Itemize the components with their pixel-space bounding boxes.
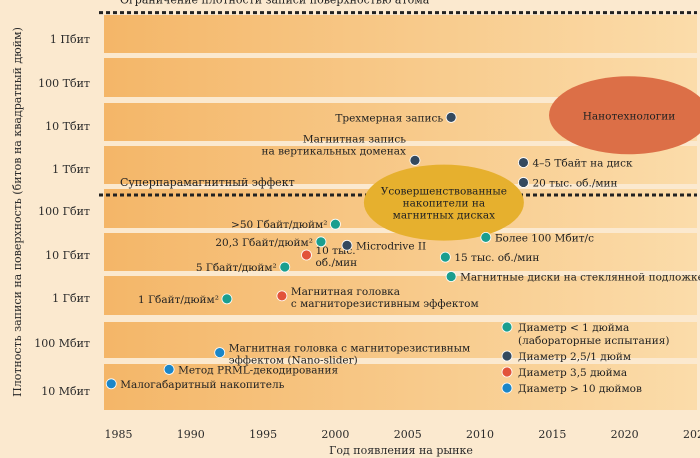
point-label: 15 тыс. об./мин xyxy=(454,252,539,264)
point-label: 20 тыс. об./мин xyxy=(532,177,617,189)
legend-marker xyxy=(501,366,513,378)
x-tick-label: 2010 xyxy=(466,428,494,441)
point-label: Трехмерная запись xyxy=(335,112,443,124)
x-tick-label: 2005 xyxy=(394,428,422,441)
point-label: Малогабаритный накопитель xyxy=(120,379,284,391)
point-label: >50 Гбайт/дюйм² xyxy=(231,219,327,231)
point-label: 20,3 Гбайт/дюйм² xyxy=(215,237,313,249)
x-tick-label: 2000 xyxy=(321,428,349,441)
x-tick-label: 2025 xyxy=(683,428,700,441)
data-point xyxy=(221,293,233,305)
x-axis-title: Год появления на рынке xyxy=(329,444,473,457)
data-point xyxy=(163,363,175,375)
nanotech-region-label: Нанотехнологии xyxy=(583,110,676,122)
point-label: Магнитная головка с магниторезистивным xyxy=(229,343,470,355)
y-tick-label: 10 Гбит xyxy=(45,249,90,262)
grid-band xyxy=(104,15,697,53)
y-tick-label: 100 Гбит xyxy=(38,205,90,218)
data-point xyxy=(341,239,353,251)
point-label: 4–5 Тбайт на диск xyxy=(532,158,633,170)
point-label: Магнитная головка xyxy=(291,286,400,298)
data-point xyxy=(315,236,327,248)
data-point xyxy=(518,157,529,168)
point-label: Microdrive II xyxy=(356,240,426,252)
x-tick-label: 1985 xyxy=(104,428,132,441)
nanotech-region xyxy=(549,76,700,155)
data-point xyxy=(480,231,492,243)
point-label: Более 100 Мбит/с xyxy=(495,232,594,244)
legend-label: Диаметр 2,5/1 дюйм xyxy=(518,351,631,363)
y-tick-label: 1 Пбит xyxy=(50,33,90,46)
data-point xyxy=(439,251,451,263)
grid-band xyxy=(104,233,697,271)
advanced-storage-region-label: магнитных дисках xyxy=(393,210,496,222)
y-tick-label: 10 Тбит xyxy=(45,120,90,133)
data-point xyxy=(330,218,341,230)
legend-marker xyxy=(501,321,513,333)
data-point xyxy=(409,154,421,166)
point-label: Метод PRML-декодирования xyxy=(178,364,338,376)
advanced-storage-region-label: Усовершенствованные xyxy=(381,186,507,198)
legend-label: Диаметр > 10 дюймов xyxy=(518,383,642,395)
advanced-storage-region xyxy=(363,164,524,241)
data-point xyxy=(445,271,457,282)
advanced-storage-region-label: накопители на xyxy=(403,198,485,210)
data-point xyxy=(445,112,457,123)
y-tick-label: 100 Мбит xyxy=(34,337,90,350)
grid-band xyxy=(104,322,697,358)
point-label: эффектом (Nano-slider) xyxy=(229,355,358,367)
data-point xyxy=(301,249,312,261)
grid-band xyxy=(104,276,697,315)
point-label: Магнитные диски на стеклянной подложке xyxy=(460,272,700,284)
data-point xyxy=(279,261,291,273)
x-tick-label: 2015 xyxy=(538,428,566,441)
point-label: на вертикальных доменах xyxy=(262,145,406,157)
x-tick-label: 1995 xyxy=(249,428,277,441)
superparamagnetic-limit-label: Суперпарамагнитный эффект xyxy=(120,176,295,189)
point-label: 5 Гбайт/дюйм² xyxy=(196,262,277,274)
legend-marker xyxy=(501,382,513,394)
atomic-limit-label: Ограничение плотности записи поверхность… xyxy=(120,0,430,7)
point-label: Магнитная запись xyxy=(303,133,406,145)
point-label: с магниторезистивным эффектом xyxy=(291,298,479,310)
y-tick-label: 10 Мбит xyxy=(41,385,90,398)
x-tick-label: 2020 xyxy=(611,428,639,441)
legend-label: (лабораторные испытания) xyxy=(518,335,669,347)
point-label: об./мин xyxy=(315,257,357,269)
x-tick-label: 1990 xyxy=(177,428,205,441)
grid-band xyxy=(104,364,697,410)
data-point xyxy=(518,177,529,188)
data-point xyxy=(105,378,117,390)
y-tick-label: 1 Гбит xyxy=(52,292,90,305)
point-label: 1 Гбайт/дюйм² xyxy=(138,294,219,306)
y-tick-label: 100 Тбит xyxy=(38,77,90,90)
legend-label: Диаметр < 1 дюйма xyxy=(518,322,629,334)
y-tick-label: 1 Тбит xyxy=(52,163,90,176)
legend-marker xyxy=(501,350,513,362)
data-point xyxy=(276,290,288,302)
data-point xyxy=(214,347,226,359)
legend-label: Диаметр 3,5 дюйма xyxy=(518,367,627,379)
y-axis-title: Плотность записи на поверхность (битов н… xyxy=(11,27,24,397)
